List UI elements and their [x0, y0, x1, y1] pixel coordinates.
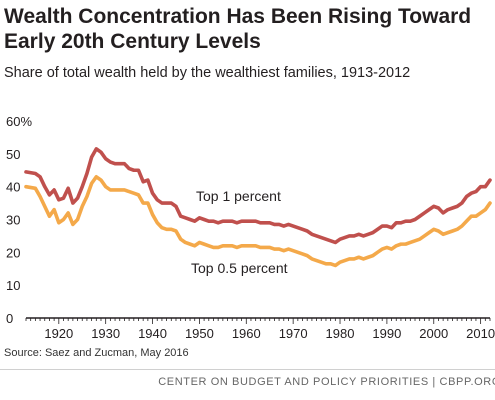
series-label-top-0-5-percent: Top 0.5 percent [191, 260, 288, 276]
footer-credit: CENTER ON BUDGET AND POLICY PRIORITIES |… [158, 376, 495, 388]
footer-divider [0, 369, 495, 370]
y-tick-label: 40 [6, 180, 20, 195]
y-tick-label: 50 [6, 147, 20, 162]
y-tick-label: 60% [6, 114, 32, 129]
series-lines [24, 147, 492, 268]
source-note: Source: Saez and Zucman, May 2016 [4, 347, 189, 359]
x-tick-label: 1950 [185, 326, 214, 341]
y-tick-label: 30 [6, 213, 20, 228]
x-tick-label: 1930 [91, 326, 120, 341]
series-line-top-1-percent [24, 147, 492, 245]
x-tick-label: 1990 [372, 326, 401, 341]
x-tick-label: 1940 [138, 326, 167, 341]
chart-title: Wealth Concentration Has Been Rising Tow… [4, 5, 472, 53]
y-tick-label: 20 [6, 245, 20, 260]
series-label-top-1-percent: Top 1 percent [196, 188, 281, 204]
x-tick-label: 1920 [44, 326, 73, 341]
y-axis: 0 10 20 30 40 50 60% [6, 114, 32, 326]
x-axis: 1920 1930 1940 1950 1960 1970 1980 1990 2000 2010 [25, 318, 495, 341]
x-tick-label: 1980 [326, 326, 355, 341]
x-tick-label: 2010 [466, 326, 495, 341]
x-tick-label: 1960 [232, 326, 261, 341]
series-line-top-0-5-percent [24, 175, 492, 268]
chart-subtitle: Share of total wealth held by the wealth… [4, 65, 411, 81]
y-tick-label: 0 [6, 311, 13, 326]
y-tick-label: 10 [6, 278, 20, 293]
x-tick-label: 2000 [419, 326, 448, 341]
x-tick-label: 1970 [279, 326, 308, 341]
